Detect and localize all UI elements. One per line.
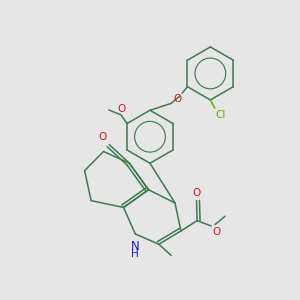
Text: O: O (117, 104, 125, 114)
Text: O: O (192, 188, 201, 198)
Text: O: O (173, 94, 181, 104)
Text: H: H (131, 249, 139, 259)
Text: Cl: Cl (216, 110, 226, 120)
Text: O: O (213, 226, 221, 237)
Text: N: N (131, 240, 140, 254)
Text: O: O (99, 132, 107, 142)
